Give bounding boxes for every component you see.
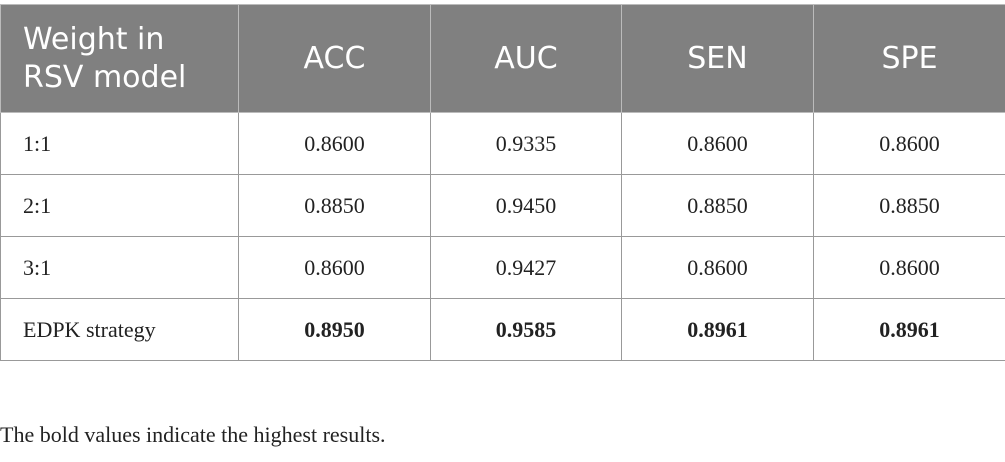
table-cell: 0.9450 bbox=[430, 174, 622, 237]
header-row: Weight in RSV model ACC AUC SEN SPE bbox=[0, 4, 1005, 113]
table-cell: 0.8600 bbox=[813, 236, 1005, 299]
table-row: EDPK strategy 0.8950 0.9585 0.8961 0.8961 bbox=[0, 298, 1005, 361]
table-row: 3:1 0.8600 0.9427 0.8600 0.8600 bbox=[0, 236, 1005, 299]
header-cell: AUC bbox=[430, 4, 622, 113]
table-cell: 0.8850 bbox=[621, 174, 814, 237]
table-row: 1:1 0.8600 0.9335 0.8600 0.8600 bbox=[0, 112, 1005, 175]
header-cell: SEN bbox=[621, 4, 814, 113]
header-cell: Weight in RSV model bbox=[0, 4, 239, 113]
table-cell: 0.9585 bbox=[430, 298, 622, 361]
table-cell: 0.8600 bbox=[813, 112, 1005, 175]
table-cell: 0.8600 bbox=[621, 112, 814, 175]
table-cell: 0.9427 bbox=[430, 236, 622, 299]
table-cell: 0.8961 bbox=[621, 298, 814, 361]
header-cell: ACC bbox=[238, 4, 431, 113]
header-cell: SPE bbox=[813, 4, 1005, 113]
table-body: 1:1 0.8600 0.9335 0.8600 0.8600 2:1 0.8850 0.94… bbox=[0, 112, 1005, 361]
table-cell: 0.8850 bbox=[813, 174, 1005, 237]
table-cell: 0.8850 bbox=[238, 174, 431, 237]
table-cell: 0.9335 bbox=[430, 112, 622, 175]
table-cell: 0.8950 bbox=[238, 298, 431, 361]
table-cell: 3:1 bbox=[0, 236, 239, 299]
table-cell: 1:1 bbox=[0, 112, 239, 175]
footnote: The bold values indicate the highest res… bbox=[0, 422, 386, 447]
results-table: Weight in RSV model ACC AUC SEN SPE 1:1 0.860… bbox=[0, 4, 1005, 361]
table-row: 2:1 0.8850 0.9450 0.8850 0.8850 bbox=[0, 174, 1005, 237]
table-cell: 2:1 bbox=[0, 174, 239, 237]
table-cell: 0.8600 bbox=[238, 112, 431, 175]
table-cell: 0.8961 bbox=[813, 298, 1005, 361]
table-cell: EDPK strategy bbox=[0, 298, 239, 361]
table-cell: 0.8600 bbox=[238, 236, 431, 299]
table-cell: 0.8600 bbox=[621, 236, 814, 299]
